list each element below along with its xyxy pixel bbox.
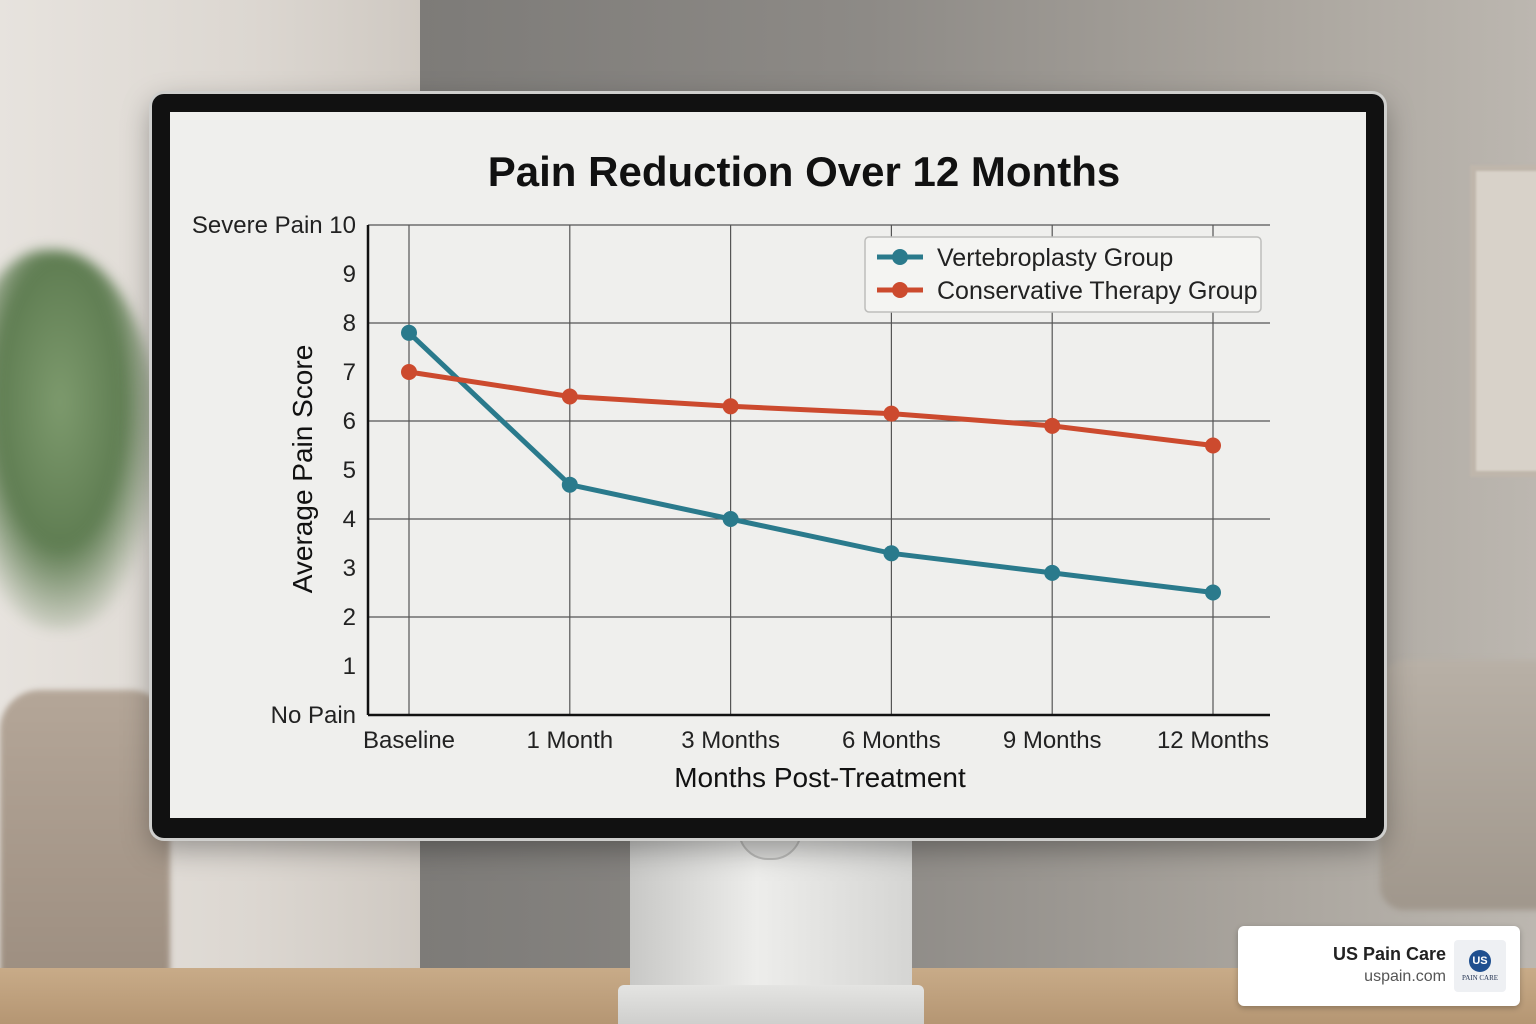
legend-marker-conservative-therapy-group	[892, 282, 908, 298]
monitor-screen: Pain Reduction Over 12 Months No Pain 1 2 3…	[170, 112, 1366, 818]
wall-picture-frame	[1470, 165, 1536, 477]
data-point-conservative-therapy-group	[883, 405, 900, 422]
legend-label-vertebroplasty-group: Vertebroplasty Group	[937, 244, 1173, 272]
y-tick-label: 5	[343, 457, 356, 484]
x-tick-label: Baseline	[363, 727, 455, 754]
y-tick-label: 2	[343, 604, 356, 631]
data-point-vertebroplasty-group	[1044, 564, 1061, 581]
series-line-conservative-therapy-group	[406, 369, 1216, 448]
series-line-vertebroplasty-group	[406, 330, 1216, 595]
brand-name: US Pain Care	[1332, 944, 1446, 964]
chart-series	[401, 324, 1221, 601]
data-point-conservative-therapy-group	[401, 364, 417, 380]
brand-url[interactable]: uspain.com	[1364, 968, 1446, 985]
x-axis-ticks: Baseline 1 Month 3 Months 6 Months 9 Months 1…	[363, 727, 1269, 754]
chart-axes	[366, 225, 1270, 717]
data-point-conservative-therapy-group	[1044, 417, 1061, 434]
y-tick-label: 8	[343, 310, 356, 337]
monitor-stand-base	[618, 985, 924, 1024]
brand-logo: US PAIN CARE	[1454, 940, 1506, 992]
legend-label-conservative-therapy-group: Conservative Therapy Group	[937, 277, 1258, 305]
x-tick-label: 12 Months	[1157, 727, 1269, 754]
armchair-image	[0, 690, 170, 1020]
legend-marker-vertebroplasty-group	[892, 249, 908, 265]
y-tick-label: 4	[343, 506, 356, 533]
x-tick-label: 3 Months	[681, 727, 780, 754]
y-tick-label: No Pain	[271, 702, 356, 729]
data-point-vertebroplasty-group	[401, 324, 417, 341]
y-tick-label: 9	[343, 261, 356, 288]
y-tick-label: Severe Pain 10	[192, 212, 356, 239]
brand-badge[interactable]: US Pain Care uspain.com US PAIN CARE	[1238, 926, 1520, 1006]
x-axis-label: Months Post-Treatment	[674, 762, 966, 793]
x-tick-label: 6 Months	[842, 727, 941, 754]
y-axis-ticks: No Pain 1 2 3 4 5 6 7 8 9 Severe Pain 10	[192, 212, 356, 729]
monitor: Pain Reduction Over 12 Months No Pain 1 2 3…	[152, 94, 1384, 838]
line-chart: Pain Reduction Over 12 Months No Pain 1 2 3…	[192, 148, 1270, 793]
x-tick-label: 1 Month	[526, 727, 613, 754]
legend-box	[864, 236, 1262, 313]
data-point-vertebroplasty-group	[883, 545, 900, 562]
y-axis-label: Average Pain Score	[287, 345, 318, 594]
chart-title: Pain Reduction Over 12 Months	[488, 148, 1120, 195]
x-tick-label: 9 Months	[1003, 727, 1102, 754]
y-tick-label: 1	[343, 653, 356, 680]
data-point-vertebroplasty-group	[1205, 584, 1221, 601]
data-point-conservative-therapy-group	[561, 388, 578, 405]
y-tick-label: 3	[343, 555, 356, 582]
data-point-conservative-therapy-group	[1205, 437, 1221, 454]
data-point-vertebroplasty-group	[722, 511, 739, 527]
data-point-vertebroplasty-group	[561, 476, 578, 493]
y-tick-label: 6	[343, 408, 356, 435]
y-tick-label: 7	[343, 359, 356, 386]
data-point-conservative-therapy-group	[722, 398, 739, 415]
brand-logo-wordmark: PAIN CARE	[1461, 974, 1499, 982]
sofa-image	[1380, 660, 1536, 910]
chart-legend: Vertebroplasty Group Conservative Therapy…	[864, 236, 1262, 313]
brand-logo-mark-icon: US	[1469, 950, 1491, 972]
